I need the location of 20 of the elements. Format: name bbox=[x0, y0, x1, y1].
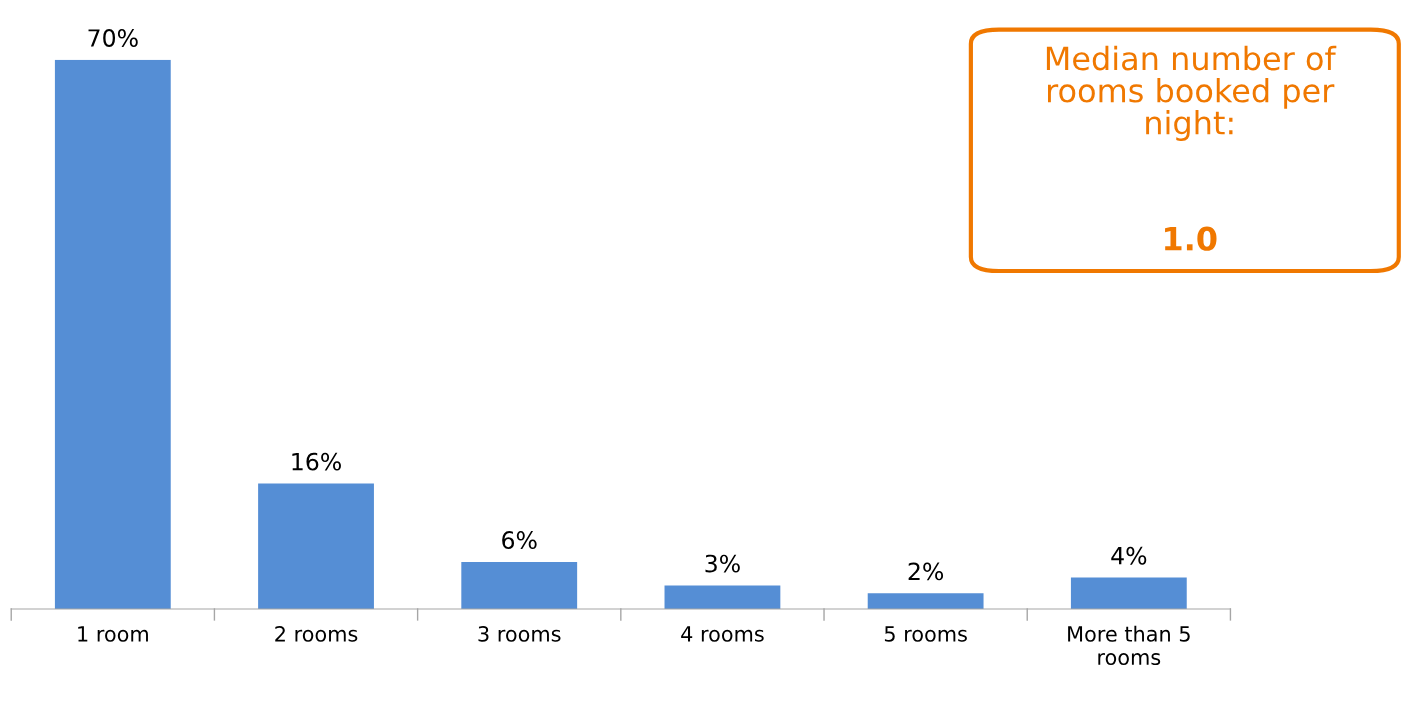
x-tick-label: More than 5 rooms bbox=[1068, 625, 1190, 666]
data-label: 70% bbox=[88, 29, 138, 47]
bar bbox=[54, 59, 171, 609]
x-tick-label: 4 rooms bbox=[681, 626, 764, 642]
x-tick-label: 1 room bbox=[78, 626, 148, 642]
bar bbox=[258, 483, 374, 609]
x-tick-label: 3 rooms bbox=[478, 625, 561, 642]
bar bbox=[867, 593, 984, 609]
annotation: Median number of rooms booked per night: bbox=[1046, 45, 1337, 141]
data-label: 16% bbox=[292, 452, 341, 471]
bar bbox=[664, 585, 781, 609]
data-label: 4% bbox=[1111, 546, 1147, 565]
data-label: 2% bbox=[908, 562, 944, 581]
bar bbox=[461, 561, 578, 609]
x-tick-label: 5 rooms bbox=[884, 626, 967, 642]
data-label: 6% bbox=[502, 531, 537, 549]
x-tick-label: 2 rooms bbox=[275, 625, 358, 642]
annotation: 1.0 bbox=[1165, 226, 1217, 251]
bar bbox=[1070, 577, 1187, 609]
data-label: 3% bbox=[705, 554, 740, 573]
